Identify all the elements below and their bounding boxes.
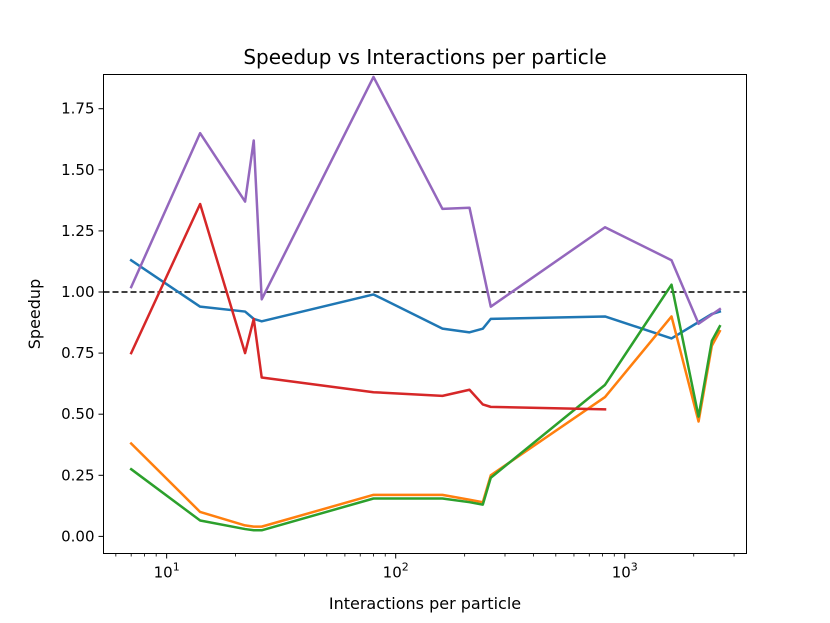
x-tick-label: 101	[154, 561, 180, 582]
plot-content	[103, 75, 747, 532]
y-tick-label: 1.00	[61, 283, 94, 301]
y-tick-label: 0.00	[61, 527, 94, 545]
x-axis-ticks: 101 102 103	[115, 553, 735, 582]
y-tick-label: 1.25	[61, 222, 94, 240]
series-green-line	[129, 283, 722, 532]
series-blue-line	[129, 258, 722, 340]
chart-title: Speedup vs Interactions per particle	[243, 45, 606, 69]
x-axis-label: Interactions per particle	[329, 594, 521, 613]
x-tick-label: 102	[383, 561, 409, 582]
y-tick-label: 1.75	[61, 100, 94, 118]
y-tick-label: 1.50	[61, 161, 94, 179]
plot-frame	[103, 74, 747, 554]
y-tick-label: 0.50	[61, 405, 94, 423]
series-red-line	[129, 202, 607, 411]
y-axis-label: Speedup	[25, 279, 44, 349]
series-purple-line	[129, 75, 722, 326]
series-orange-line	[129, 315, 722, 528]
x-tick-label: 103	[612, 561, 638, 582]
y-axis-ticks: 0.00 0.25 0.50 0.75 1.00 1.25 1.50 1.75	[61, 100, 104, 545]
y-tick-label: 0.25	[61, 466, 94, 484]
y-tick-label: 0.75	[61, 344, 94, 362]
